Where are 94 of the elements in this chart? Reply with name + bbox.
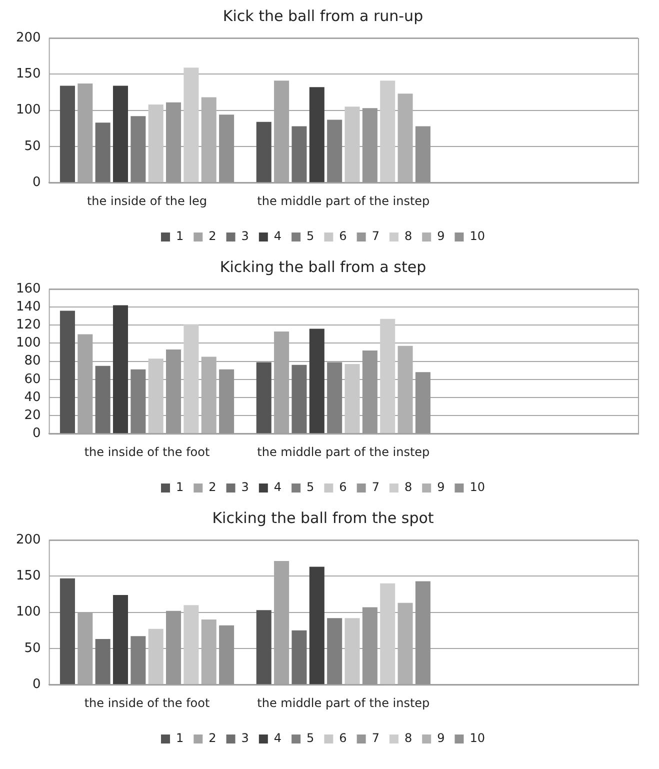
y-tick-label: 40 [24,390,41,405]
bar [60,86,75,182]
legend-label: 5 [306,229,314,244]
legend-label: 1 [176,731,184,746]
legend-label: 3 [241,229,249,244]
bar [148,104,164,182]
y-tick-label: 200 [16,532,41,548]
chart-title: Kick the ball from a run-up [222,6,424,25]
bar [292,364,307,434]
legend-label: 9 [437,229,445,244]
legend-label: 7 [372,229,380,244]
bar [184,324,199,434]
bar [112,594,128,684]
y-tick-label: 100 [16,102,41,118]
y-tick-label: 80 [24,354,41,369]
legend-label: 8 [404,731,412,746]
x-tick-label: the middle part of the instep [257,696,430,710]
bar [327,618,342,684]
bar [309,87,324,182]
bar [60,578,75,684]
y-tick-label: 20 [24,408,41,423]
y-tick-label: 150 [16,568,41,584]
chart-title: Kicking the ball from the spot [212,508,434,527]
bar [148,358,164,434]
bar [130,369,146,434]
bar [309,566,324,684]
y-tick-label: 100 [16,336,41,351]
y-tick-label: 0 [32,174,41,190]
x-tick-label: the inside of the foot [84,696,210,710]
y-tick-label: 140 [16,299,41,314]
bar [327,120,342,182]
bar [184,605,199,684]
legend-label: 5 [306,480,314,494]
bar [256,122,272,182]
legend-label: 9 [437,480,445,494]
legend-label: 4 [274,480,282,494]
bar [256,362,272,434]
legend-label: 7 [372,480,380,494]
legend-label: 4 [274,229,282,244]
bar [309,328,324,434]
legend-label: 3 [241,480,249,494]
y-tick-label: 120 [16,318,41,333]
legend-label: 8 [404,480,412,494]
legend-label: 2 [208,480,216,494]
legend-label: 10 [470,480,486,494]
bar [344,618,360,684]
x-tick-label: the inside of the leg [86,194,208,208]
bar [130,116,146,182]
bar [130,636,146,684]
bar [112,86,128,182]
bar [256,610,272,684]
bar [327,362,342,434]
bar [112,305,128,434]
y-tick-label: 50 [24,640,41,656]
bar [95,366,110,434]
legend-label: 7 [372,731,380,746]
y-tick-label: 160 [16,281,41,296]
bar [184,68,199,182]
legend-label: 6 [339,731,347,746]
legend-label: 3 [241,731,249,746]
y-tick-label: 0 [32,676,41,692]
y-tick-label: 150 [16,66,41,82]
x-tick-label: the middle part of the instep [257,444,430,459]
legend-label: 6 [339,480,347,494]
y-tick-label: 50 [24,138,41,154]
x-tick-label: the middle part of the instep [257,194,430,208]
chart-title: Kicking the ball from a step [220,258,426,276]
legend-label: 2 [208,229,216,244]
x-tick-label: the inside of the foot [84,444,210,459]
bar [292,630,307,684]
y-tick-label: 100 [16,604,41,620]
bar [380,80,396,182]
bar [60,310,75,434]
bar [344,106,360,182]
legend-label: 10 [470,731,486,746]
legend-label: 1 [176,229,184,244]
bar [292,126,307,182]
legend-label: 2 [208,731,216,746]
legend-label: 9 [437,731,445,746]
bar [380,318,396,434]
bar [380,583,396,684]
legend-label: 5 [306,731,314,746]
y-tick-label: 200 [16,30,41,46]
bar [344,364,360,434]
bar [95,639,110,684]
y-tick-label: 60 [24,372,41,387]
bar [148,628,164,684]
legend-label: 4 [274,731,282,746]
bar [95,122,110,182]
legend-label: 6 [339,229,347,244]
legend-label: 1 [176,480,184,494]
legend-label: 10 [470,229,486,244]
y-tick-label: 0 [32,426,41,441]
legend-label: 8 [404,229,412,244]
